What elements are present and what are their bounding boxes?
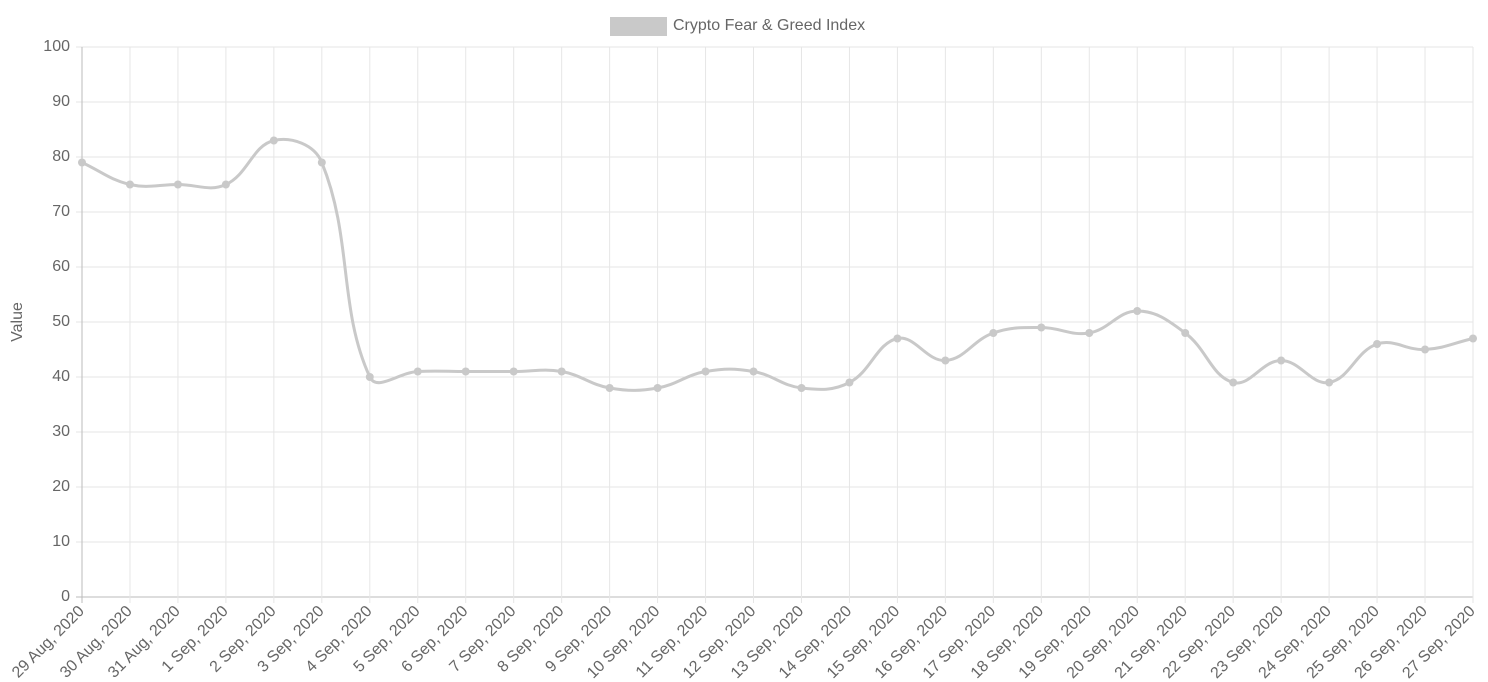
point — [1325, 378, 1334, 387]
point — [1037, 323, 1046, 332]
point — [125, 180, 134, 189]
y-axis-label: Value — [9, 302, 26, 342]
point — [1085, 329, 1094, 337]
y-tick-label: 70 — [52, 203, 70, 220]
point — [317, 158, 326, 167]
point — [941, 356, 950, 365]
point — [1229, 378, 1238, 387]
y-tick-label: 40 — [52, 368, 70, 385]
point — [173, 180, 182, 189]
point — [413, 367, 422, 376]
legend-swatch — [610, 17, 667, 36]
y-tick-label: 0 — [61, 588, 70, 605]
point — [365, 373, 374, 381]
point — [78, 158, 86, 167]
point — [1469, 334, 1477, 343]
y-tick-label: 100 — [43, 38, 70, 55]
point — [749, 367, 758, 376]
point — [653, 384, 662, 392]
point — [509, 367, 518, 376]
y-tick-label: 30 — [52, 423, 70, 440]
point — [893, 334, 902, 343]
point — [1373, 340, 1382, 348]
point — [989, 329, 998, 337]
point — [701, 367, 710, 376]
point — [845, 378, 854, 387]
y-tick-label: 80 — [52, 148, 70, 165]
point — [797, 384, 806, 392]
point — [1277, 356, 1286, 365]
point — [461, 367, 470, 376]
point — [605, 384, 614, 392]
y-tick-label: 20 — [52, 478, 70, 495]
y-tick-label: 50 — [52, 313, 70, 330]
y-tick-label: 90 — [52, 93, 70, 110]
point — [221, 180, 230, 189]
point — [1181, 329, 1190, 337]
point — [269, 136, 278, 145]
point — [1133, 307, 1142, 315]
y-tick-label: 10 — [52, 533, 70, 550]
line — [81, 138, 1474, 392]
legend-label: Crypto Fear & Greed Index — [673, 17, 865, 34]
y-tick-label: 60 — [52, 258, 70, 275]
point — [557, 367, 566, 376]
point — [1421, 345, 1430, 354]
